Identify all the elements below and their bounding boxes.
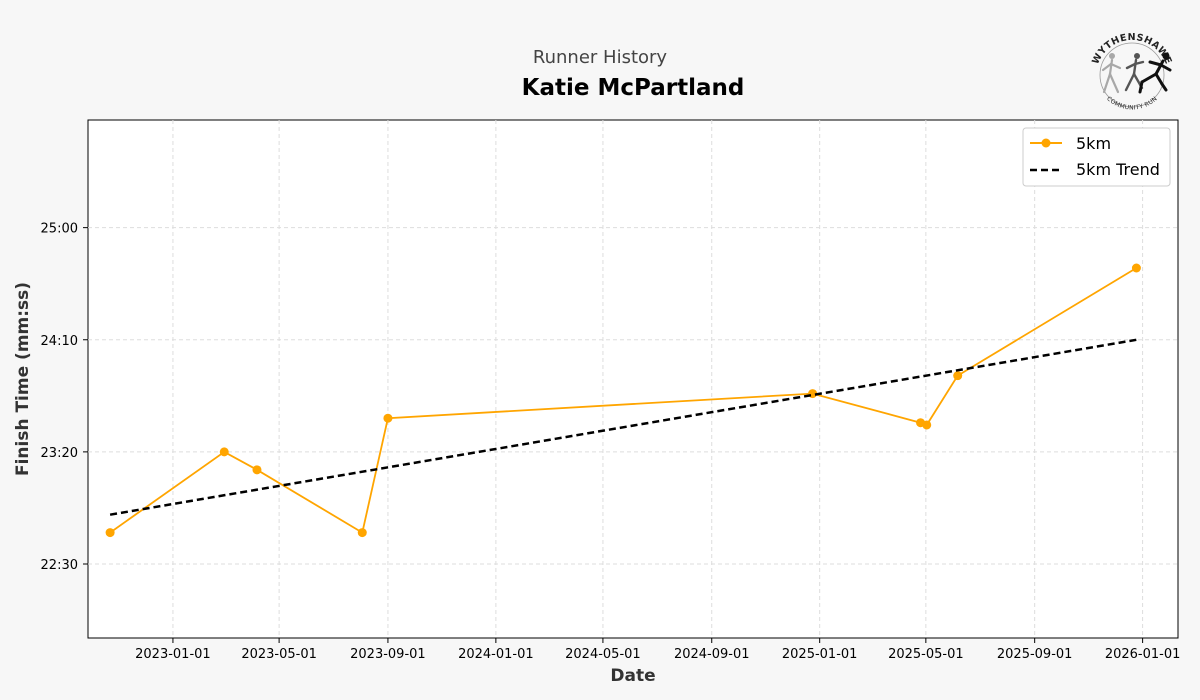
x-axis-label: Date <box>610 666 655 686</box>
x-tick-label: 2025-05-01 <box>888 647 964 662</box>
runner-icon <box>1138 52 1172 94</box>
y-tick-label: 23:20 <box>41 446 78 461</box>
legend-label-5km: 5km <box>1076 134 1111 153</box>
x-tick-label: 2024-09-01 <box>674 647 750 662</box>
data-point <box>383 413 393 423</box>
x-tick-label: 2023-05-01 <box>241 647 317 662</box>
legend-marker-5km <box>1041 138 1051 148</box>
x-tick-label: 2023-09-01 <box>350 647 426 662</box>
trend-line <box>109 338 1137 516</box>
y-axis-label: Finish Time (mm:ss) <box>13 282 33 476</box>
y-tick-label: 22:30 <box>41 558 78 573</box>
data-point <box>922 420 932 430</box>
svg-text:WYTHENSHAWE: WYTHENSHAWE <box>1090 32 1174 66</box>
x-tick-label: 2025-01-01 <box>782 647 858 662</box>
x-tick-label: 2024-01-01 <box>458 647 534 662</box>
data-point <box>357 528 367 538</box>
data-point <box>953 371 963 381</box>
data-point <box>1131 263 1141 273</box>
data-point <box>219 447 229 457</box>
x-tick-label: 2026-01-01 <box>1105 647 1181 662</box>
legend-label-trend: 5km Trend <box>1076 160 1160 179</box>
legend: 5km 5km Trend <box>1022 127 1171 187</box>
x-tick-label: 2024-05-01 <box>565 647 641 662</box>
x-axis: 2023-01-01 2023-05-01 2023-09-01 2024-01-01… <box>135 638 1180 662</box>
grid <box>88 120 1178 638</box>
y-tick-label: 25:00 <box>41 222 78 237</box>
x-tick-label: 2023-01-01 <box>135 647 211 662</box>
series <box>105 263 1141 538</box>
runner-icon <box>1124 53 1145 92</box>
series-line-5km <box>109 267 1137 535</box>
y-axis: 22:30 23:20 24:10 25:00 <box>41 222 88 573</box>
svg-text:COMMUNITY RUN: COMMUNITY RUN <box>1105 95 1159 111</box>
chart-title: Katie McPartland <box>522 75 745 101</box>
chart-subtitle: Runner History <box>533 47 668 68</box>
wythenshawe-logo: WYTHENSHAWE COMMUNITY RUN <box>1090 32 1174 112</box>
plot-area <box>87 119 1179 639</box>
runner-icon <box>1101 53 1122 94</box>
x-tick-label: 2025-09-01 <box>997 647 1073 662</box>
data-point <box>105 528 115 538</box>
y-tick-label: 24:10 <box>41 334 78 349</box>
data-point <box>252 465 262 475</box>
